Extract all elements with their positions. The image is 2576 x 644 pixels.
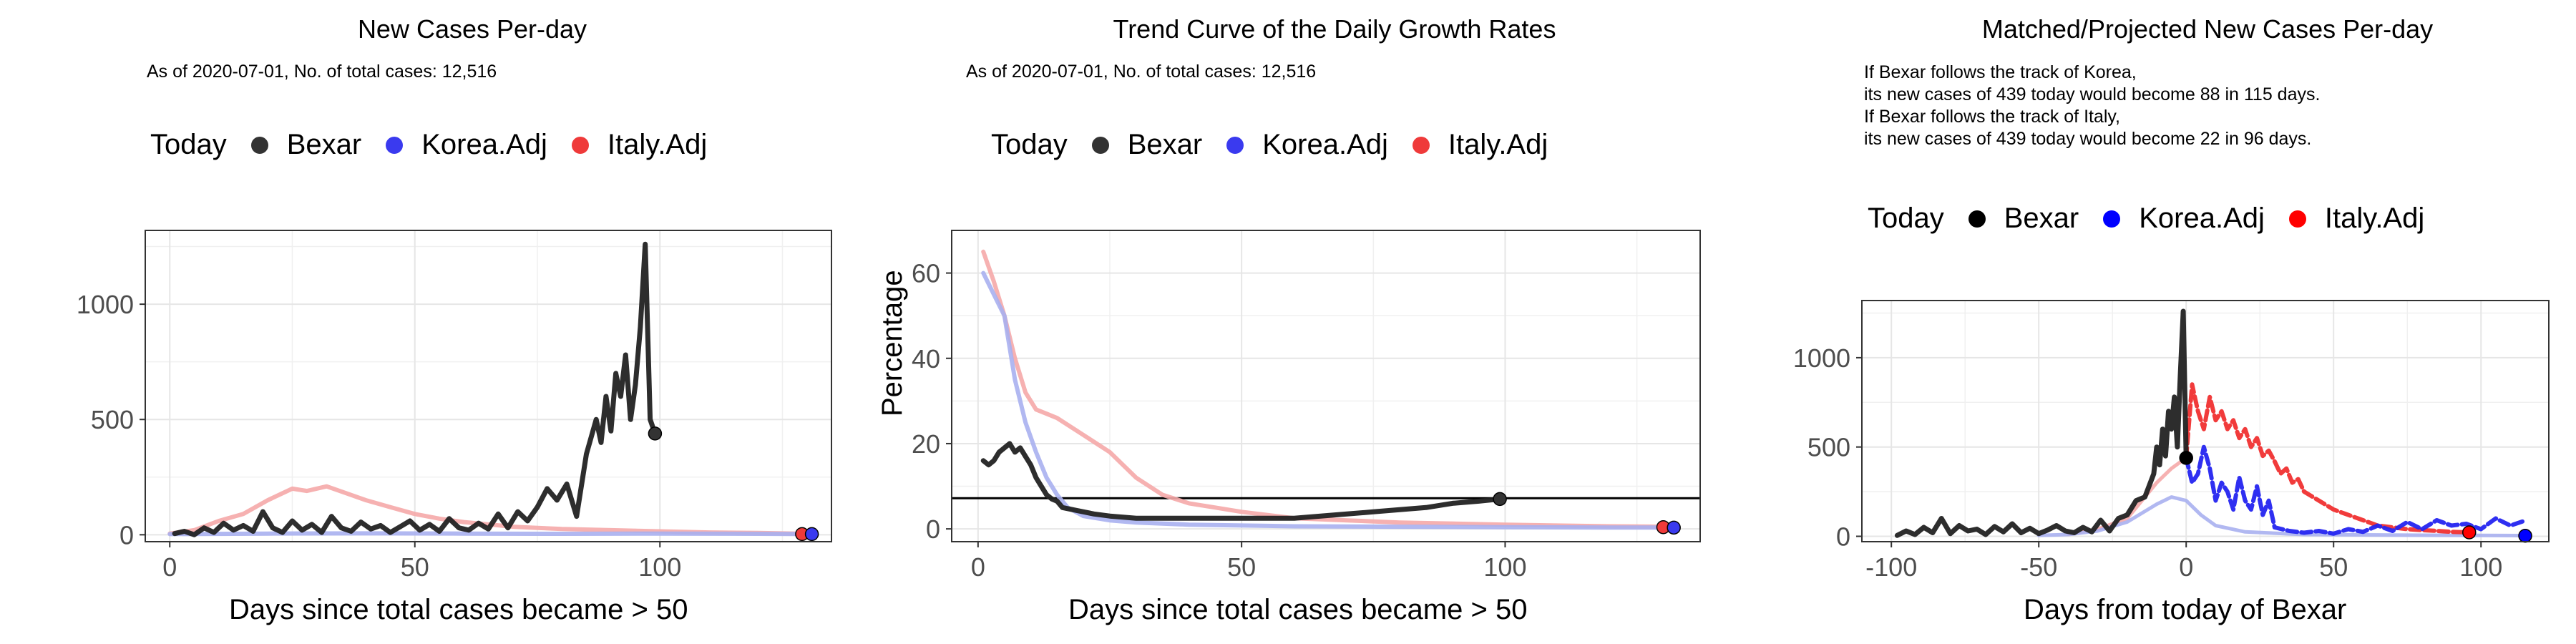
y-tick-label: 0: [926, 514, 940, 544]
x-tick-label: 50: [2319, 552, 2348, 582]
today-point-korea-adj: [2518, 529, 2532, 543]
panel3-title: Matched/Projected New Cases Per-day: [1981, 14, 2434, 44]
legend-key-korea: Korea.Adj: [1226, 129, 1388, 161]
legend-dot-korea: [386, 136, 404, 154]
legend-label-korea: Korea.Adj: [421, 129, 547, 160]
x-tick-label: 0: [2179, 552, 2193, 582]
panel2-subtitle: As of 2020-07-01, No. of total cases: 12…: [966, 62, 1317, 82]
series-line-italy-adj: [2184, 382, 2472, 535]
panel3-xlabel: Days from today of Bexar: [2024, 594, 2347, 625]
today-point-bexar: [1493, 492, 1507, 507]
panel-growth-rates: Trend Curve of the Daily Growth Rates As…: [859, 0, 1717, 644]
today-point-korea-adj: [804, 527, 819, 542]
legend-key-italy: Italy.Adj: [571, 129, 708, 161]
y-tick-label: 1000: [77, 290, 134, 319]
legend-dot-italy: [2288, 210, 2306, 228]
y-tick-label: 1000: [1793, 343, 1850, 373]
note-line-2: its new cases of 439 today would become …: [1864, 84, 2321, 104]
note-line-3: If Bexar follows the track of Italy,: [1864, 107, 2121, 127]
legend-title: Today: [991, 129, 1068, 160]
y-tick-label: 60: [912, 259, 940, 288]
legend-key-bexar: Bexar: [250, 129, 362, 161]
note-line-4: its new cases of 439 today would become …: [1864, 129, 2312, 149]
panel2-legend: Today Bexar Korea.Adj Italy.Adj: [991, 129, 1572, 161]
today-point-bexar: [2179, 451, 2193, 465]
y-tick-label: 500: [1807, 433, 1850, 462]
panel2-title: Trend Curve of the Daily Growth Rates: [1113, 14, 1556, 44]
plot-area: [952, 249, 1700, 530]
grid: [145, 230, 831, 542]
panel2-xlabel: Days since total cases became > 50: [1068, 594, 1528, 625]
panel3-note: If Bexar follows the track of Korea, its…: [1864, 62, 2320, 150]
x-tick-label: -50: [2020, 552, 2057, 582]
panel2-plot: 0 50 100 0 20 40 60: [912, 230, 1701, 582]
series-line-korea-adj: [981, 270, 1677, 530]
panel-new-cases: New Cases Per-day As of 2020-07-01, No. …: [0, 0, 859, 644]
x-tick-label: 100: [1483, 552, 1526, 582]
y-tick-label: 0: [1836, 522, 1850, 552]
legend-dot-korea: [2103, 210, 2121, 228]
series-line-korea-adj: [167, 531, 814, 537]
y-tick-label: 0: [119, 520, 134, 550]
grid: [952, 230, 1700, 542]
legend-key-italy: Italy.Adj: [2288, 203, 2425, 235]
legend-dot-bexar: [250, 136, 268, 154]
x-tick-label: 50: [1227, 552, 1256, 582]
panel2-ylabel: Percentage: [877, 270, 908, 416]
series-line-italy-adj: [981, 249, 1666, 530]
y-tick-label: 500: [91, 405, 134, 434]
plot-frame: [145, 230, 832, 542]
legend-label-italy: Italy.Adj: [2324, 203, 2425, 234]
panel1-xlabel: Days since total cases became > 50: [229, 594, 688, 625]
note-line-1: If Bexar follows the track of Korea,: [1864, 62, 2137, 82]
legend-label-italy: Italy.Adj: [1448, 129, 1548, 160]
plot-area: [167, 241, 814, 537]
legend-dot-bexar: [1968, 210, 1986, 228]
legend-label-korea: Korea.Adj: [2139, 203, 2265, 234]
series-line-bexar: [980, 441, 1503, 521]
x-tick-label: 0: [162, 552, 177, 582]
legend-key-bexar: Bexar: [1091, 129, 1203, 161]
series-line-italy-adj: [167, 484, 799, 536]
series-line-bexar: [1894, 308, 2189, 538]
today-point-bexar: [648, 426, 663, 441]
legend-title: Today: [1868, 203, 1944, 234]
grid: [1862, 301, 2549, 542]
legend-label-bexar: Bexar: [2004, 203, 2079, 234]
today-point-italy-adj: [2462, 525, 2477, 540]
x-tick-label: 100: [2459, 552, 2502, 582]
legend-key-italy: Italy.Adj: [1412, 129, 1548, 161]
x-tick-label: 100: [638, 552, 681, 582]
today-point-korea-adj: [1667, 520, 1681, 535]
legend-label-italy: Italy.Adj: [607, 129, 708, 160]
x-tick-label: -100: [1865, 552, 1917, 582]
x-tick-label: 0: [971, 552, 985, 582]
legend-dot-korea: [1226, 136, 1244, 154]
plot-frame: [1861, 300, 2550, 542]
legend-label-bexar: Bexar: [1127, 129, 1203, 160]
y-tick-label: 40: [912, 344, 940, 374]
panel1-subtitle: As of 2020-07-01, No. of total cases: 12…: [147, 62, 497, 82]
x-tick-label: 50: [401, 552, 429, 582]
plot-area: [1894, 308, 2527, 538]
legend-dot-italy: [1412, 136, 1430, 154]
panel3-legend: Today Bexar Korea.Adj Italy.Adj: [1868, 203, 2449, 235]
legend-key-korea: Korea.Adj: [2103, 203, 2265, 235]
legend-dot-italy: [571, 136, 589, 154]
y-tick-label: 20: [912, 429, 940, 459]
legend-label-korea: Korea.Adj: [1262, 129, 1388, 160]
plot-frame: [951, 230, 1701, 542]
legend-label-bexar: Bexar: [286, 129, 362, 160]
panel1-title: New Cases Per-day: [357, 14, 587, 44]
legend-key-bexar: Bexar: [1968, 203, 2079, 235]
legend-key-korea: Korea.Adj: [386, 129, 547, 161]
panel-projected: Matched/Projected New Cases Per-day If B…: [1717, 0, 2576, 644]
panel1-legend: Today Bexar Korea.Adj Italy.Adj: [150, 129, 731, 161]
series-line-bexar: [172, 241, 658, 537]
series-line-korea-adj: [2184, 444, 2527, 536]
legend-title: Today: [150, 129, 227, 160]
legend-dot-bexar: [1091, 136, 1109, 154]
